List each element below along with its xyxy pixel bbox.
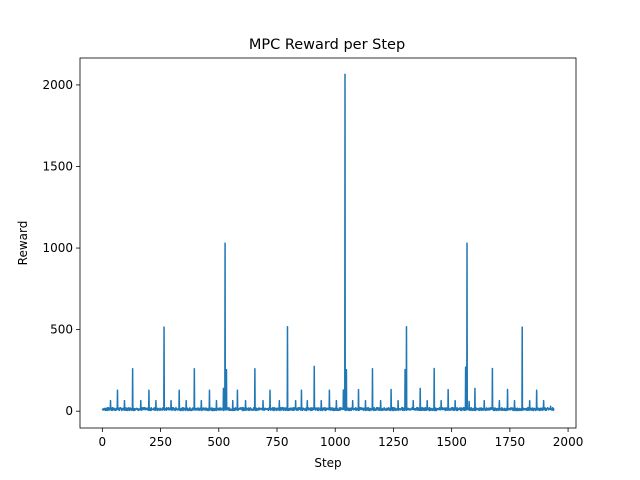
plot-frame bbox=[79, 57, 577, 429]
x-tick-label: 1250 bbox=[378, 435, 409, 449]
x-axis-ticks: 0 250 500 750 1000 1250 1500 1750 2000 bbox=[99, 428, 584, 449]
x-tick-label: 1500 bbox=[436, 435, 467, 449]
y-tick-label: 500 bbox=[50, 323, 73, 337]
x-tick-label: 750 bbox=[266, 435, 289, 449]
y-tick-label: 2000 bbox=[42, 78, 73, 92]
x-tick-label: 1000 bbox=[320, 435, 351, 449]
y-tick-label: 0 bbox=[65, 404, 73, 418]
y-axis-ticks: 0 500 1000 1500 2000 bbox=[42, 78, 80, 418]
x-tick-label: 2000 bbox=[553, 435, 584, 449]
x-tick-label: 500 bbox=[207, 435, 230, 449]
x-axis-label: Step bbox=[314, 456, 341, 470]
y-tick-label: 1500 bbox=[42, 159, 73, 173]
chart-title: MPC Reward per Step bbox=[249, 37, 405, 53]
y-axis-label: Reward bbox=[16, 221, 30, 266]
x-tick-label: 1750 bbox=[495, 435, 526, 449]
reward-series-line bbox=[101, 73, 555, 412]
x-tick-label: 0 bbox=[99, 435, 107, 449]
y-tick-label: 1000 bbox=[42, 241, 73, 255]
x-tick-label: 250 bbox=[149, 435, 172, 449]
plot-area bbox=[101, 73, 555, 412]
